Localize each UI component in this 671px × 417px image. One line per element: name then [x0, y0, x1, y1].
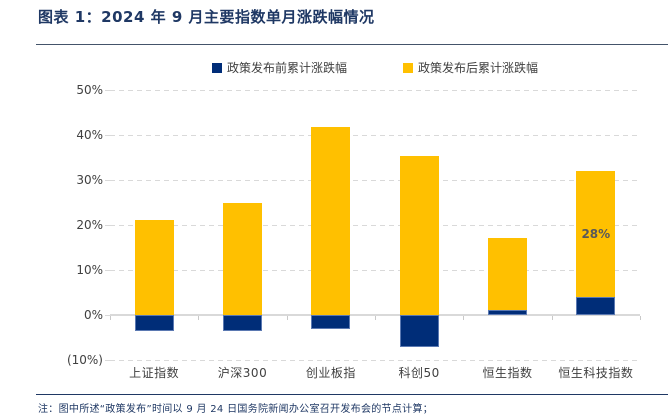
bar-segment-pre — [223, 315, 262, 331]
chart-legend: 政策发布前累计涨跌幅 政策发布后累计涨跌幅 — [110, 59, 640, 76]
y-tick-mark — [105, 225, 110, 226]
legend-item-pre: 政策发布前累计涨跌幅 — [211, 59, 347, 76]
gridline — [110, 270, 640, 271]
category-label: 沪深300 — [217, 366, 268, 380]
gridline — [110, 90, 640, 91]
y-axis: 50% 40% 30% 20% 10% 0% (10%) — [0, 83, 103, 367]
legend-swatch-post-icon — [403, 62, 413, 73]
bar-segment-post — [576, 171, 616, 298]
bar-segment-pre — [488, 310, 527, 315]
bar-segment-post — [488, 238, 527, 311]
x-tick-mark — [551, 316, 553, 320]
category-label: 创业板指 — [305, 366, 356, 380]
chart-title: 图表 1：2024 年 9 月主要指数单月涨跌幅情况 — [38, 8, 375, 26]
x-axis-line — [110, 314, 640, 316]
x-tick-mark — [286, 316, 288, 320]
bar-segment-post — [134, 219, 174, 315]
x-tick-mark — [640, 316, 641, 320]
category-label: 科创50 — [398, 366, 440, 380]
y-tick-mark — [105, 315, 110, 316]
legend-label-pre: 政策发布前累计涨跌幅 — [226, 61, 347, 75]
y-tick-label: 10% — [76, 263, 103, 277]
plot-area: 28% — [110, 90, 640, 361]
bar-segment-pre — [399, 315, 439, 347]
bar-segment-post — [399, 156, 439, 315]
y-tick-label: 20% — [76, 218, 103, 232]
bar-segment-pre — [134, 315, 174, 331]
y-tick-mark — [105, 180, 110, 181]
gridline — [110, 225, 640, 226]
x-tick-mark — [463, 316, 465, 320]
y-tick-label: 40% — [76, 128, 103, 142]
y-tick-label: 50% — [76, 83, 103, 97]
gridline — [110, 180, 640, 181]
x-tick-mark — [110, 316, 111, 320]
footnote: 注：图中所述“政策发布”时间以 9 月 24 日国务院新闻办公室召开发布会的节点… — [38, 404, 434, 415]
y-tick-label: (10%) — [66, 353, 103, 367]
gridline — [110, 135, 640, 136]
category-label: 恒生科技指数 — [558, 366, 634, 380]
y-tick-mark — [105, 135, 110, 136]
x-axis-labels: 上证指数 沪深300 创业板指 科创50 恒生指数 恒生科技指数 — [110, 364, 640, 382]
x-tick-mark — [375, 316, 376, 320]
gridline — [110, 360, 640, 361]
y-tick-label: 0% — [83, 308, 103, 322]
legend-label-post: 政策发布后累计涨跌幅 — [418, 61, 539, 75]
divider-bottom — [36, 394, 668, 395]
y-tick-mark — [105, 270, 110, 271]
divider-top — [36, 44, 668, 45]
bar-segment-post — [311, 126, 351, 315]
data-label: 28% — [581, 227, 611, 242]
x-tick-mark — [198, 316, 200, 320]
bar-segment-pre — [576, 297, 616, 315]
legend-item-post: 政策发布后累计涨跌幅 — [403, 59, 538, 76]
y-tick-label: 30% — [76, 173, 103, 187]
category-label: 上证指数 — [129, 366, 180, 380]
bar-segment-post — [223, 203, 262, 315]
y-tick-mark — [105, 90, 110, 91]
category-label: 恒生指数 — [482, 366, 533, 380]
y-tick-mark — [105, 360, 110, 361]
bar-segment-pre — [311, 315, 351, 330]
legend-swatch-pre-icon — [211, 62, 222, 73]
